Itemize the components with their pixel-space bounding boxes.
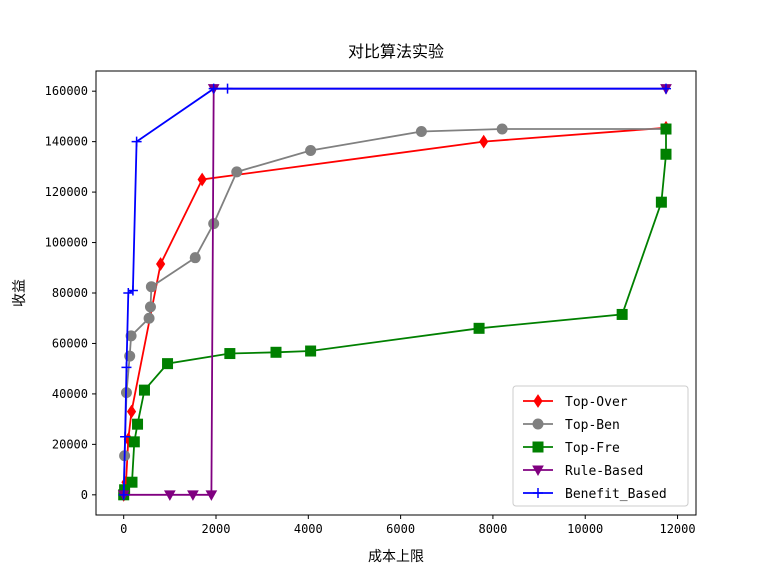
data-point [123,288,134,298]
data-point [131,136,142,147]
legend-item-rule-based: Rule-Based [523,464,643,479]
y-tick-label: 20000 [52,437,88,451]
data-point [208,83,219,94]
legend-label: Rule-Based [565,464,643,479]
y-tick-label: 0 [81,488,88,502]
data-point [138,384,150,396]
x-axis: 0 2000 4000 6000 8000 10000 12000 [120,515,696,536]
x-tick-label: 0 [120,522,127,536]
x-tick-label: 4000 [294,522,323,536]
data-point [270,346,282,358]
data-point [143,312,155,324]
data-point [126,404,137,419]
y-tick-label: 60000 [52,336,88,350]
data-point [660,123,672,135]
legend-item-top-ben: Top-Ben [523,418,620,433]
legend-marker [533,488,543,498]
data-point [479,134,489,149]
data-point [132,418,144,430]
data-point [118,489,129,500]
x-tick-label: 6000 [386,522,415,536]
legend-marker [532,418,544,430]
legend-item-benefit-based: Benefit_Based [523,487,667,502]
data-point [125,330,137,342]
x-tick-label: 2000 [202,522,231,536]
legend-label: Top-Ben [565,418,620,433]
legend-box [512,385,689,507]
data-point [189,252,201,264]
y-tick-label: 100000 [45,236,88,250]
y-tick-label: 160000 [45,84,88,98]
x-axis-label: 成本上限 [368,549,424,565]
data-point [496,123,508,135]
y-tick-label: 140000 [45,135,88,149]
legend-label: Top-Fre [565,441,620,456]
data-point [222,83,233,94]
series-top-fre [118,123,672,501]
data-point [144,301,156,313]
data-point [163,490,176,501]
data-point [231,166,243,178]
data-point [197,172,207,187]
data-point [145,281,157,293]
y-tick-label: 40000 [52,387,88,401]
data-point [616,308,628,320]
legend-item-top-fre: Top-Fre [523,441,620,456]
data-point [187,490,199,501]
x-tick-label: 8000 [478,522,507,536]
data-point [655,196,667,208]
data-point [305,345,317,357]
data-point [162,358,174,370]
x-tick-label: 10000 [567,522,603,536]
y-tick-label: 80000 [52,286,88,300]
legend-item-top-over: Top-Over [523,394,628,410]
data-point [127,285,138,296]
legend-marker [533,394,543,408]
y-axis-label: 收益 [12,279,28,307]
data-point [661,83,671,94]
data-point [305,144,317,156]
data-point [126,476,138,488]
legend-label: Benefit_Based [565,487,667,502]
series-line [122,126,667,495]
data-point [156,257,166,271]
data-point [415,126,427,138]
series-benefit-based [118,83,671,500]
legend-marker [532,465,544,477]
y-axis: 0 20000 40000 60000 80000 100000 120000 140000 1… [45,84,96,502]
data-point [660,148,672,160]
data-point [128,436,140,448]
x-tick-label: 12000 [659,522,695,536]
data-point [121,362,132,373]
legend-label: Top-Over [565,395,628,410]
legend: Top-Over Top-Ben Top-Fre Rule-Based Benefit_… [512,385,689,507]
plot-area [117,83,672,502]
data-point [224,348,236,360]
legend-marker [532,441,544,453]
data-point [473,322,485,334]
chart-title: 对比算法实验 [348,42,444,61]
data-point [205,490,218,501]
data-point [120,431,131,442]
y-tick-label: 120000 [45,185,88,199]
